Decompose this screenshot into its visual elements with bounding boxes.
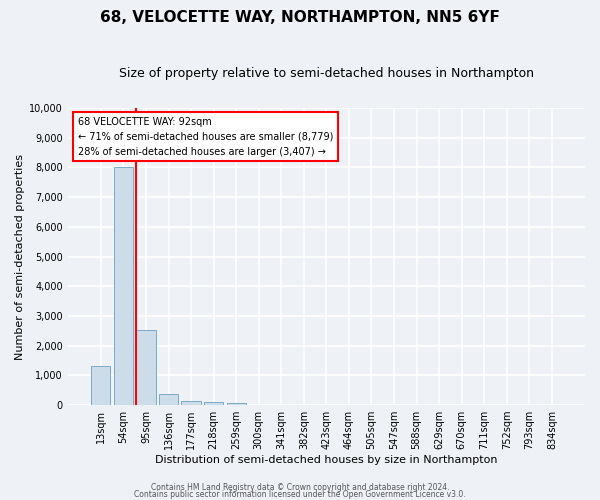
Bar — [204, 402, 223, 405]
Bar — [159, 394, 178, 405]
Bar — [114, 168, 133, 405]
Bar — [181, 401, 200, 405]
Text: 68 VELOCETTE WAY: 92sqm
← 71% of semi-detached houses are smaller (8,779)
28% of: 68 VELOCETTE WAY: 92sqm ← 71% of semi-de… — [78, 117, 334, 156]
Bar — [91, 366, 110, 405]
Bar — [227, 404, 246, 405]
Y-axis label: Number of semi-detached properties: Number of semi-detached properties — [15, 154, 25, 360]
Text: Contains HM Land Registry data © Crown copyright and database right 2024.: Contains HM Land Registry data © Crown c… — [151, 484, 449, 492]
X-axis label: Distribution of semi-detached houses by size in Northampton: Distribution of semi-detached houses by … — [155, 455, 497, 465]
Text: Contains public sector information licensed under the Open Government Licence v3: Contains public sector information licen… — [134, 490, 466, 499]
Bar — [136, 330, 155, 405]
Text: 68, VELOCETTE WAY, NORTHAMPTON, NN5 6YF: 68, VELOCETTE WAY, NORTHAMPTON, NN5 6YF — [100, 10, 500, 25]
Title: Size of property relative to semi-detached houses in Northampton: Size of property relative to semi-detach… — [119, 68, 534, 80]
